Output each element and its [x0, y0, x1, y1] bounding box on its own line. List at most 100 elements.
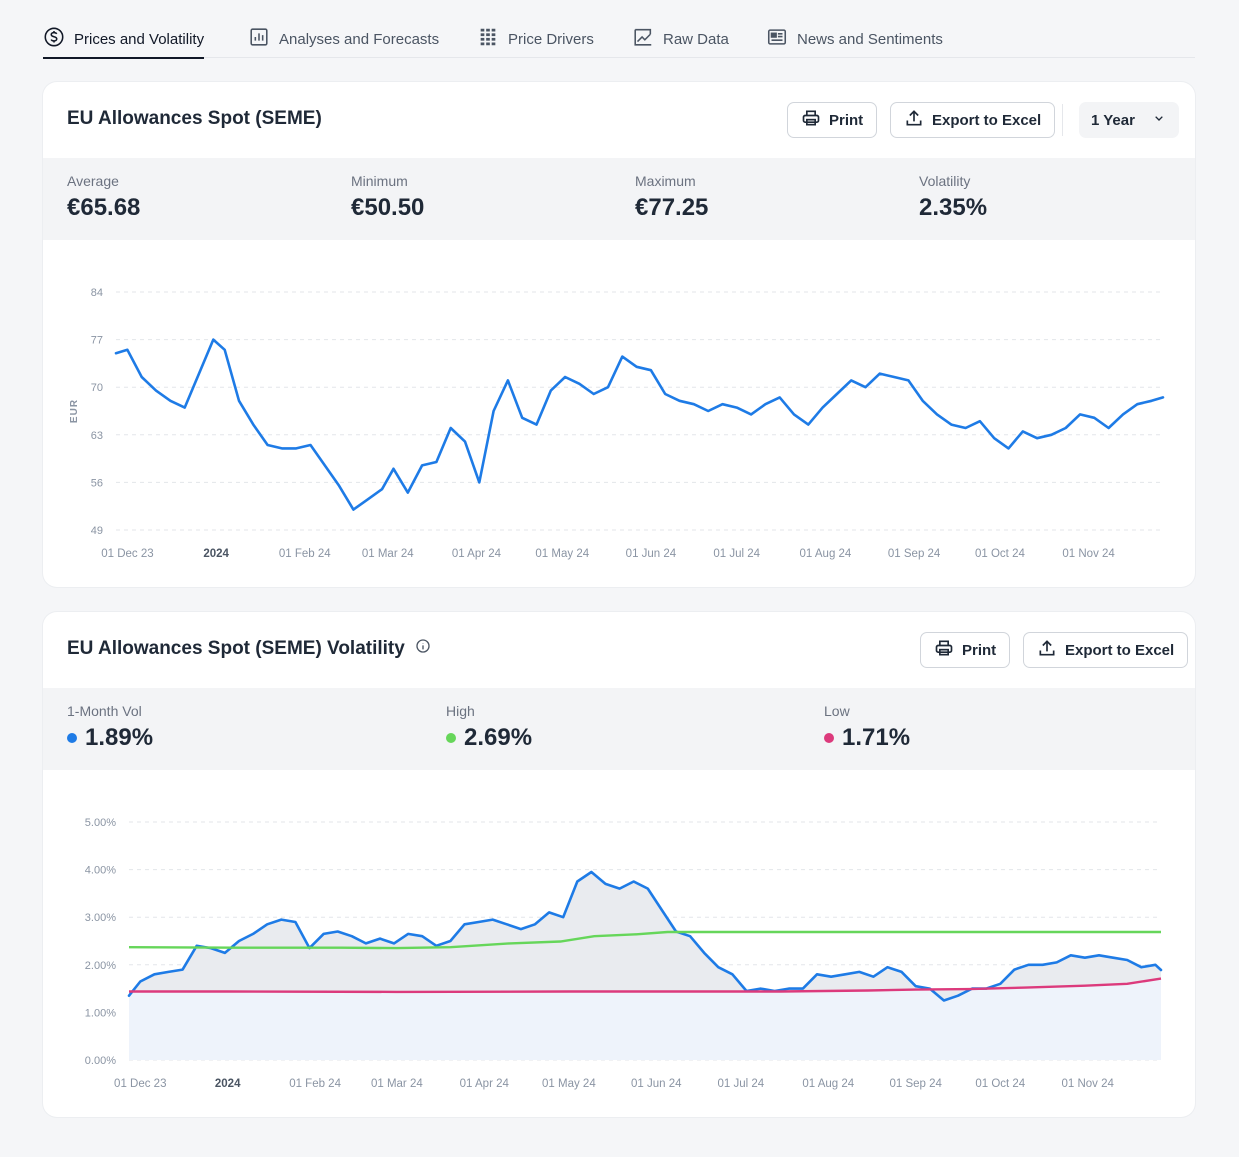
stat-1-month-vol: 1-Month Vol 1.89% [67, 703, 153, 752]
stat-value: €77.25 [635, 194, 709, 221]
stat-label: Low [824, 703, 850, 719]
range-value: 1 Year [1091, 111, 1135, 129]
x-tick-label: 01 Oct 24 [975, 1078, 1025, 1090]
info-icon[interactable] [415, 638, 431, 660]
tab-raw-data[interactable]: Raw Data [632, 20, 729, 58]
x-tick-label: 01 Feb 24 [289, 1078, 341, 1090]
print-button[interactable]: Print [787, 102, 878, 138]
stat-value: €50.50 [351, 194, 425, 221]
dollar-circle-icon [43, 26, 65, 52]
x-tick-label: 01 Sep 24 [888, 548, 941, 560]
series-dot [824, 733, 834, 743]
range-select[interactable]: 1 Year [1079, 102, 1179, 138]
tab-label: Prices and Volatility [74, 30, 205, 48]
y-tick-label: 2.00% [85, 960, 116, 972]
stat-value: 1.71% [824, 724, 910, 752]
tab-analyses-and-forecasts[interactable]: Analyses and Forecasts [248, 20, 439, 58]
price-stats: Average €65.68 Minimum €50.50 Maximum €7… [43, 158, 1195, 240]
stat-minimum: Minimum €50.50 [351, 173, 424, 222]
y-axis-label: EUR [69, 399, 80, 423]
x-tick-label: 01 Oct 24 [975, 548, 1025, 560]
header-divider [1062, 104, 1063, 136]
y-tick-label: 3.00% [85, 912, 116, 924]
tab-bar: Prices and Volatility Analyses and Forec… [43, 14, 1195, 59]
x-tick-label: 01 Jun 24 [631, 1078, 682, 1090]
x-tick-label: 01 Apr 24 [460, 1078, 510, 1090]
x-tick-label: 01 Jun 24 [626, 548, 677, 560]
stat-value: 2.69% [446, 724, 532, 752]
stat-low: Low 1.71% [824, 703, 910, 752]
y-tick-label: 77 [91, 335, 103, 347]
y-tick-label: 63 [91, 430, 103, 442]
x-tick-label: 01 Dec 23 [114, 1078, 166, 1090]
price-chart[interactable]: 49 56 63 70 77 84 01 Dec 23 2024 01 Feb 24 01 Mar… [43, 240, 1195, 587]
x-tick-label: 01 May 24 [542, 1078, 596, 1090]
stat-label: Minimum [351, 173, 408, 189]
x-tick-label: 2024 [203, 548, 229, 560]
stat-label: Volatility [919, 173, 971, 189]
x-tick-label: 01 Apr 24 [452, 548, 502, 560]
vol-line [127, 870, 1163, 1002]
x-tick-label: 01 Nov 24 [1061, 1078, 1114, 1090]
x-tick-label: 01 Aug 24 [800, 548, 852, 560]
export-to-excel-button[interactable]: Export to Excel [890, 102, 1056, 138]
y-tick-label: 0.00% [85, 1055, 116, 1067]
trend-chart-icon [632, 26, 654, 52]
y-tick-label: 49 [91, 525, 103, 537]
print-label: Print [829, 111, 864, 129]
y-tick-label: 5.00% [85, 817, 116, 829]
price-line [114, 338, 1165, 511]
upload-icon [1037, 638, 1057, 662]
volatility-card-title: EU Allowances Spot (SEME) Volatility [67, 638, 431, 660]
print-label: Print [962, 641, 997, 659]
band-fill [129, 978, 1161, 1060]
series-dot [446, 733, 456, 743]
stat-maximum: Maximum €77.25 [635, 173, 708, 222]
volatility-stats: 1-Month Vol 1.89% High 2.69% Low 1.71% [43, 688, 1195, 770]
vol-area-fill [129, 872, 1161, 1001]
bar-chart-icon [248, 26, 270, 52]
x-tick-label: 01 Aug 24 [802, 1078, 854, 1090]
x-tick-label: 01 Feb 24 [279, 548, 331, 560]
x-tick-label: 01 Jul 24 [713, 548, 760, 560]
tab-prices-and-volatility[interactable]: Prices and Volatility [43, 20, 205, 59]
y-tick-label: 56 [91, 477, 103, 489]
stat-label: Maximum [635, 173, 696, 189]
upload-icon [904, 108, 924, 132]
tab-label: News and Sentiments [797, 30, 943, 48]
tab-price-drivers[interactable]: Price Drivers [477, 20, 594, 58]
price-card: EU Allowances Spot (SEME) Print Export t… [43, 82, 1195, 587]
y-tick-label: 4.00% [85, 865, 116, 877]
stat-label: 1-Month Vol [67, 703, 142, 719]
x-tick-label: 01 Jul 24 [718, 1078, 765, 1090]
tab-label: Price Drivers [508, 30, 594, 48]
tab-label: Raw Data [663, 30, 729, 48]
price-card-header: EU Allowances Spot (SEME) Print Export t… [43, 82, 1195, 158]
x-tick-label: 01 Mar 24 [362, 548, 414, 560]
printer-icon [934, 638, 954, 662]
tab-news-and-sentiments[interactable]: News and Sentiments [766, 20, 943, 58]
volatility-card: EU Allowances Spot (SEME) Volatility Pri… [43, 612, 1195, 1117]
low-line [129, 977, 1162, 994]
series-dot [67, 733, 77, 743]
export-to-excel-button[interactable]: Export to Excel [1023, 632, 1189, 668]
stat-high: High 2.69% [446, 703, 532, 752]
grid-icon [477, 26, 499, 52]
stat-average: Average €65.68 [67, 173, 140, 222]
y-tick-label: 1.00% [85, 1007, 116, 1019]
stat-value: 1.89% [67, 724, 153, 752]
stat-value: €65.68 [67, 194, 141, 221]
x-tick-label: 01 May 24 [535, 548, 589, 560]
stat-value: 2.35% [919, 194, 988, 221]
print-button[interactable]: Print [920, 632, 1011, 668]
y-tick-label: 70 [91, 382, 103, 394]
export-label: Export to Excel [932, 111, 1042, 129]
volatility-card-header: EU Allowances Spot (SEME) Volatility Pri… [43, 612, 1195, 688]
volatility-chart[interactable]: 0.00% 1.00% 2.00% 3.00% 4.00% 5.00% 01 Dec 23 2… [43, 770, 1195, 1117]
export-label: Export to Excel [1065, 641, 1175, 659]
x-tick-label: 2024 [215, 1078, 241, 1090]
x-tick-label: 01 Nov 24 [1062, 548, 1115, 560]
x-tick-label: 01 Sep 24 [889, 1078, 942, 1090]
stat-label: High [446, 703, 475, 719]
stat-volatility: Volatility 2.35% [919, 173, 987, 222]
